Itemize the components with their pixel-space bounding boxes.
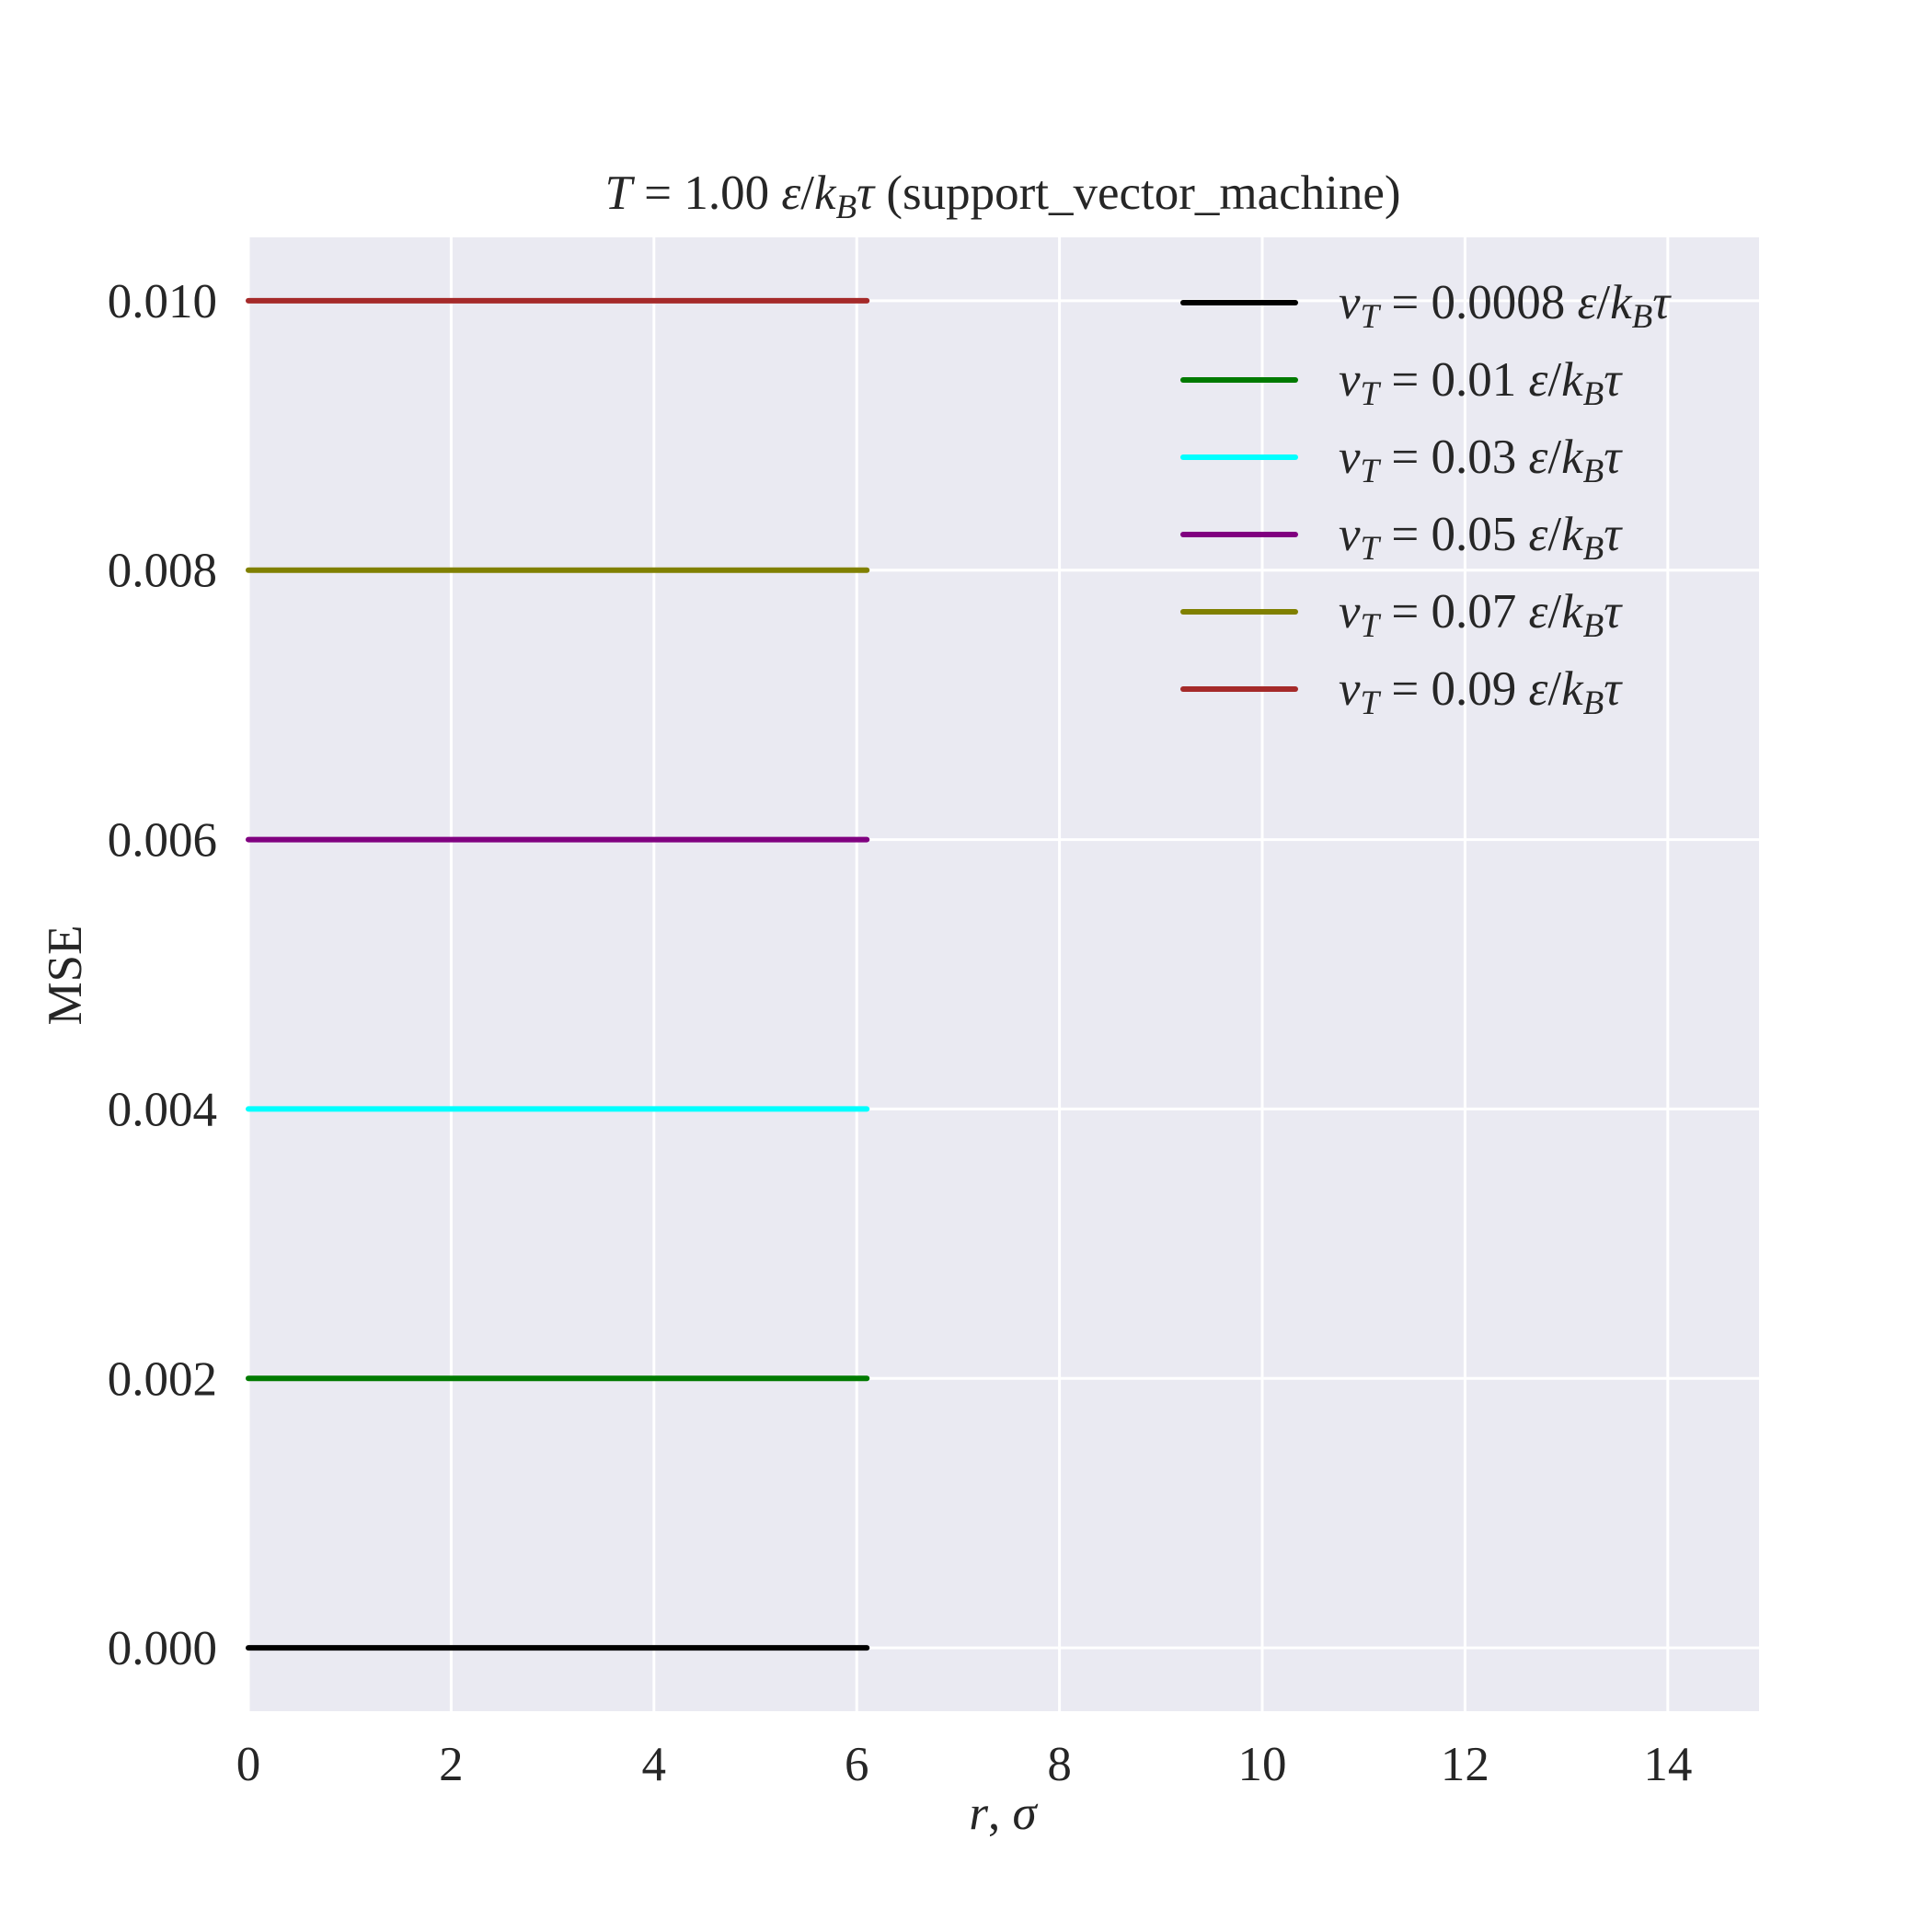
y-tick-labels: 0.000 0.002 0.004 0.006 0.008 0.010	[108, 275, 217, 1675]
x-tick-label: 6	[845, 1738, 869, 1791]
title-epsilon: ε	[781, 167, 800, 220]
title-tau: τ	[857, 167, 876, 220]
legend-label-2: vT = 0.03 ε/kBτ	[1339, 431, 1623, 490]
x-tick-label: 0	[236, 1738, 261, 1791]
x-tick-label: 4	[642, 1738, 667, 1791]
title-T: T	[604, 167, 635, 220]
y-axis-label: MSE	[39, 926, 92, 1026]
x-tick-label: 10	[1238, 1738, 1287, 1791]
x-axis-label-comma: ,	[988, 1787, 1013, 1840]
title-value: 1.00	[684, 167, 781, 220]
legend-label-1: vT = 0.01 ε/kBτ	[1339, 353, 1623, 413]
title-B: B	[835, 189, 857, 226]
title-k: k	[814, 167, 837, 220]
y-tick-label: 0.010	[108, 275, 217, 328]
title-suffix: (support_vector_machine)	[874, 167, 1401, 220]
legend: vT = 0.0008 ε/kBτ vT = 0.01 ε/kBτ vT = 0.0…	[1180, 276, 1672, 722]
y-tick-label: 0.004	[108, 1083, 217, 1136]
chart-title: T = 1.00 ε/kBτ (support_vector_machine)	[604, 167, 1400, 226]
title-slash: /	[800, 167, 814, 220]
legend-label-5: vT = 0.09 ε/kBτ	[1339, 662, 1623, 722]
legend-label-0: vT = 0.0008 ε/kBτ	[1339, 276, 1672, 336]
x-axis-label-sigma: σ	[1013, 1787, 1039, 1840]
x-tick-label: 12	[1441, 1738, 1489, 1791]
x-tick-labels: 0 2 4 6 8 10 12 14	[236, 1738, 1693, 1791]
y-tick-label: 0.000	[108, 1622, 217, 1675]
y-tick-label: 0.008	[108, 545, 217, 598]
title-eq: =	[632, 167, 684, 220]
x-axis-label-r: r	[969, 1787, 988, 1840]
x-tick-label: 8	[1047, 1738, 1072, 1791]
x-axis-label: r, σ	[969, 1787, 1038, 1840]
x-tick-label: 14	[1643, 1738, 1692, 1791]
legend-label-3: vT = 0.05 ε/kBτ	[1339, 508, 1623, 568]
plot-area	[248, 237, 1759, 1711]
y-tick-label: 0.006	[108, 814, 217, 868]
y-tick-label: 0.002	[108, 1352, 217, 1406]
legend-label-4: vT = 0.07 ε/kBτ	[1339, 585, 1623, 645]
series-lines	[246, 297, 870, 1651]
x-tick-label: 2	[439, 1738, 464, 1791]
